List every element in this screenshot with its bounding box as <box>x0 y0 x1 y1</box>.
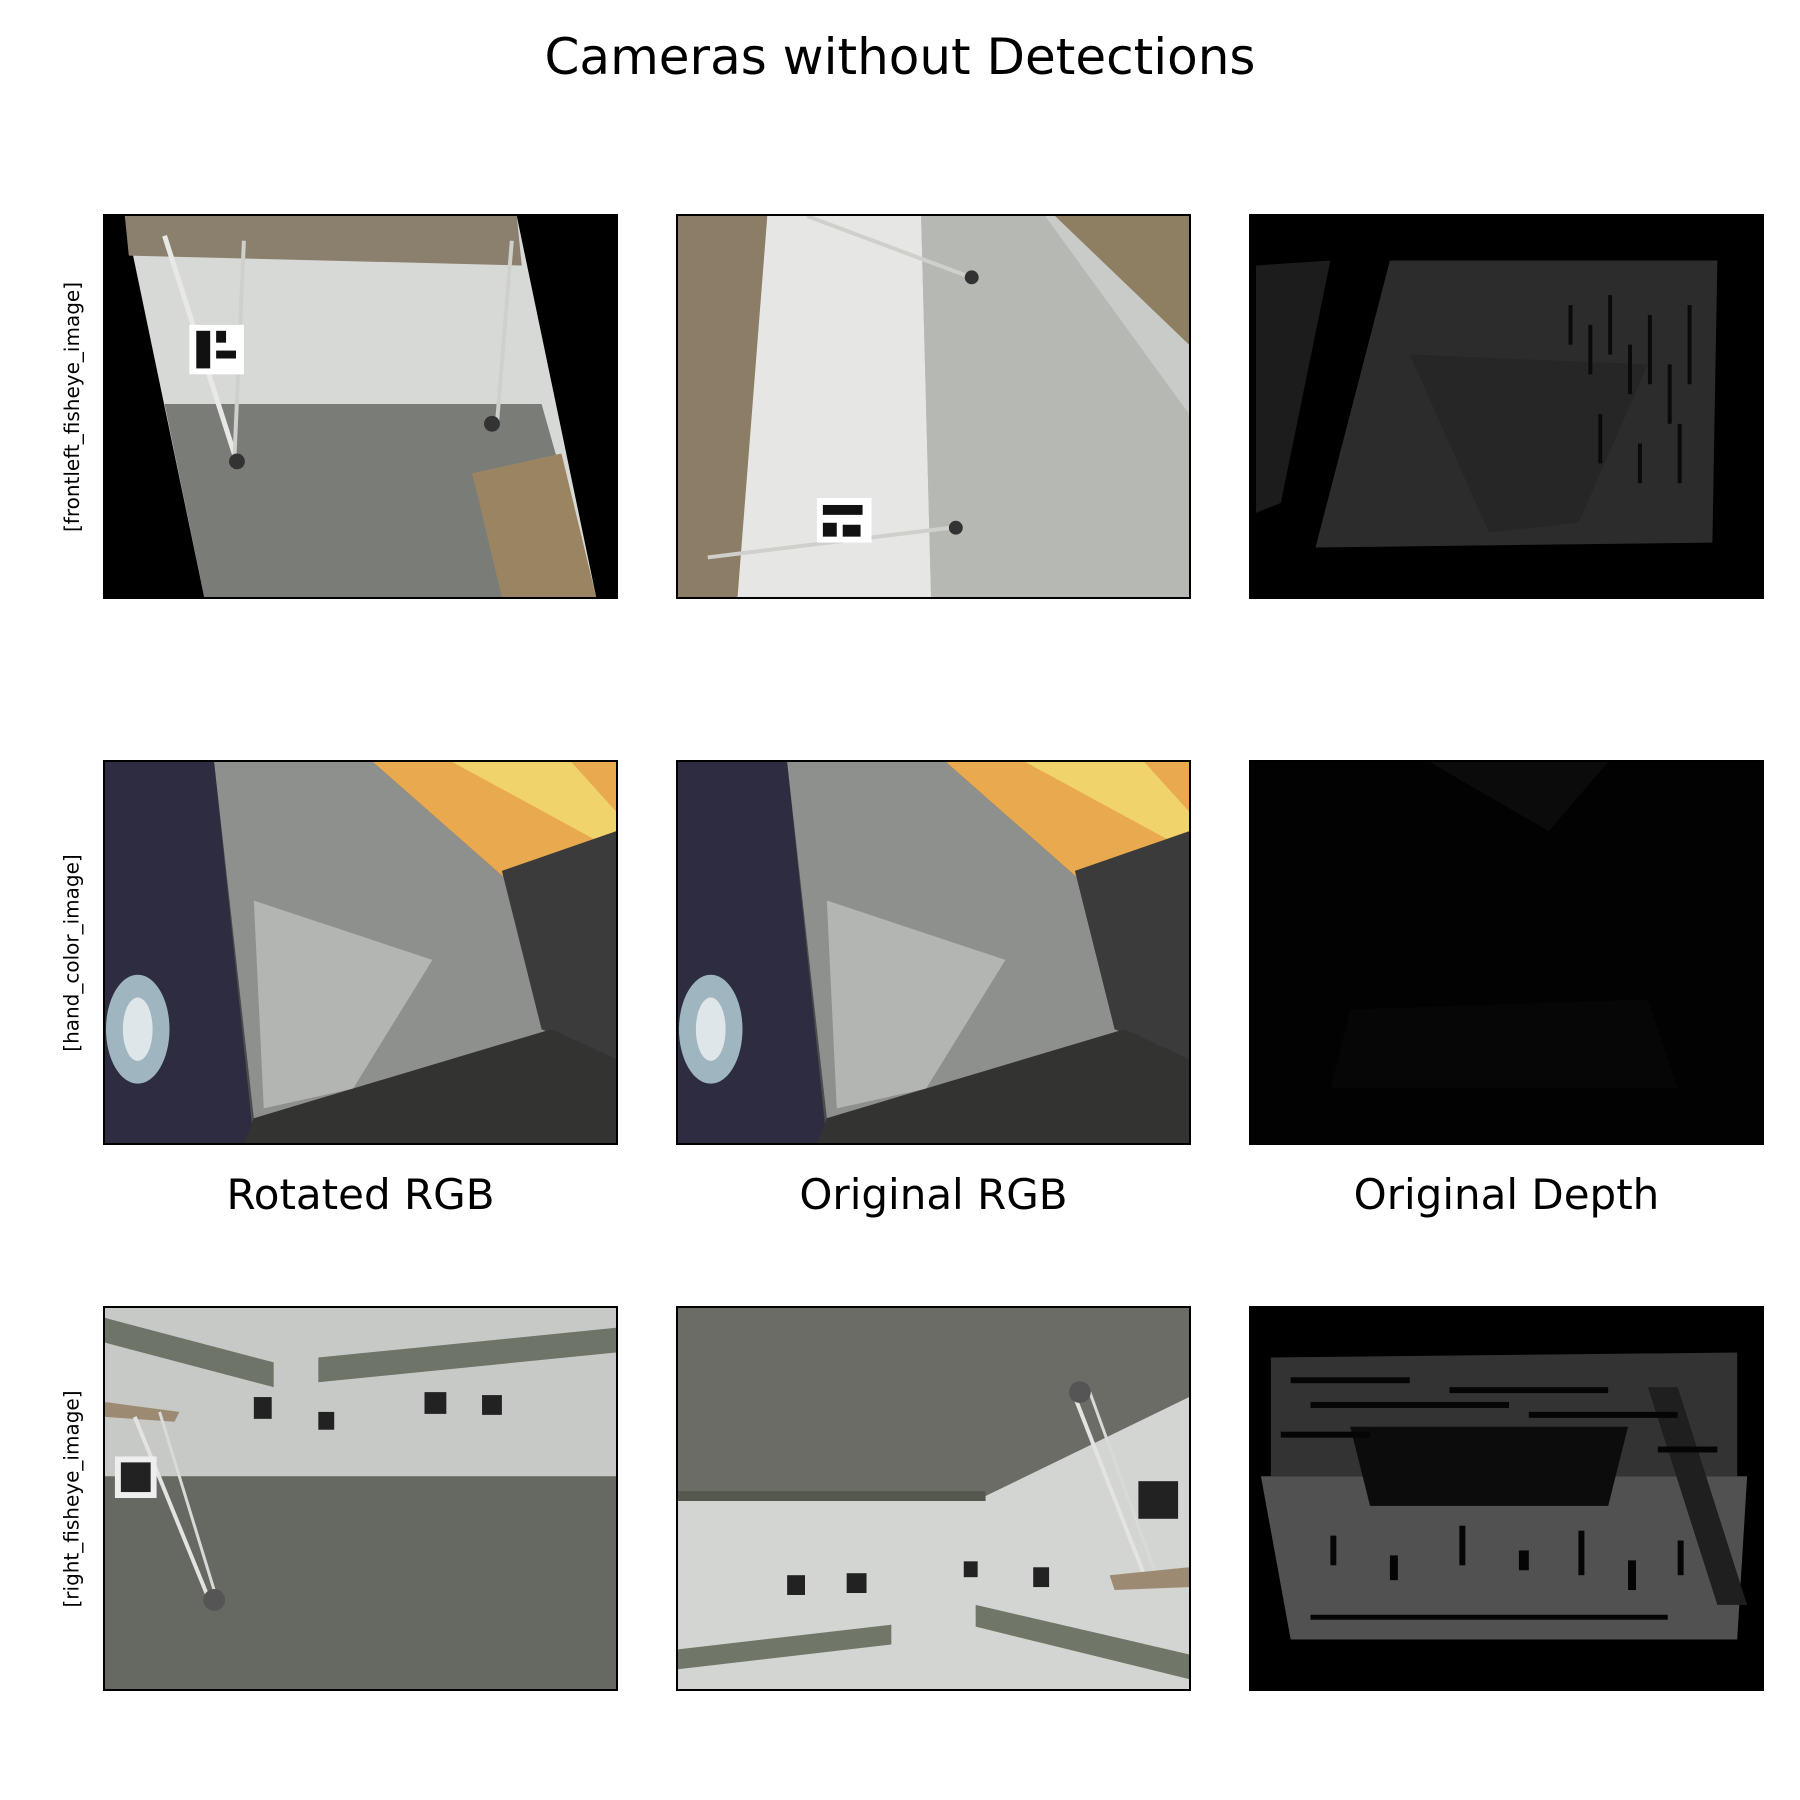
row-label-hand-color: [hand_color_image] <box>60 853 85 1052</box>
frontleft-rotated-rgb-image <box>103 214 618 599</box>
row-label-right-fisheye: [right_fisheye_image] <box>60 1389 84 1608</box>
right-fisheye-rotated-rgb-image <box>103 1306 618 1691</box>
column-title-rotated-rgb: Rotated RGB <box>226 1170 495 1219</box>
hand-color-original-rgb-image <box>676 760 1191 1145</box>
column-title-original-depth: Original Depth <box>1353 1170 1660 1219</box>
hand-color-original-depth-image <box>1249 760 1764 1145</box>
right-fisheye-original-depth-image <box>1249 1306 1764 1691</box>
frontleft-original-depth-image <box>1249 214 1764 599</box>
column-title-original-rgb: Original RGB <box>799 1170 1068 1219</box>
marker-icon <box>114 1392 502 1499</box>
frontleft-original-rgb-image <box>676 214 1191 599</box>
marker-icon <box>816 498 872 543</box>
marker-icon <box>189 324 244 375</box>
row-label-frontleft: [frontleft_fisheye_image] <box>60 281 85 532</box>
hand-color-rotated-rgb-image <box>103 760 618 1145</box>
figure-title: Cameras without Detections <box>544 28 1256 86</box>
right-fisheye-original-rgb-image <box>676 1306 1191 1691</box>
marker-icon <box>787 1481 1179 1595</box>
